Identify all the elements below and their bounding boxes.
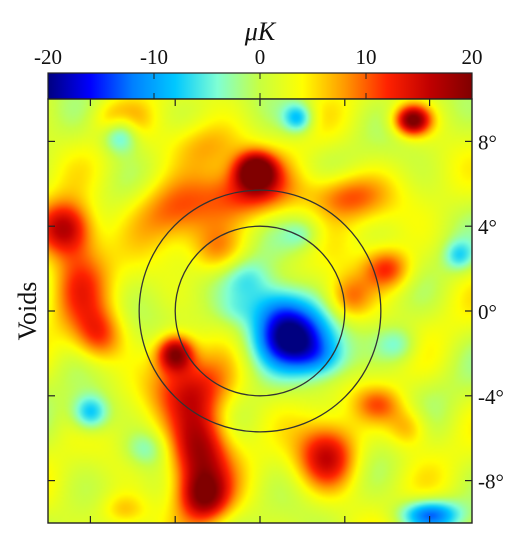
aperture-circles [138, 189, 382, 433]
y-tick-labels: 8° 4° 0° -4° -8° [478, 130, 504, 493]
temperature-heatmap [48, 99, 472, 523]
colorbar-tick-label: 20 [462, 45, 483, 69]
aperture-circle [174, 225, 346, 397]
axis-ticks [48, 99, 472, 523]
aperture-circle [138, 189, 382, 433]
colorbar-ticks [47, 73, 473, 99]
colorbar-label: μK [244, 17, 277, 46]
colorbar-tick-label: -20 [34, 45, 62, 69]
y-tick-label: 4° [478, 215, 497, 239]
y-tick-label: 0° [478, 300, 497, 324]
colorbar-tick-label: -10 [140, 45, 168, 69]
colorbar-tick-labels: -20 -10 0 10 20 [34, 45, 483, 69]
y-tick-label: 8° [478, 130, 497, 154]
y-tick-label: -4° [478, 385, 504, 409]
y-axis-label: Voids [13, 282, 42, 341]
y-tick-label: -8° [478, 470, 504, 494]
colorbar-tick-label: 0 [255, 45, 266, 69]
colorbar-tick-label: 10 [356, 45, 377, 69]
